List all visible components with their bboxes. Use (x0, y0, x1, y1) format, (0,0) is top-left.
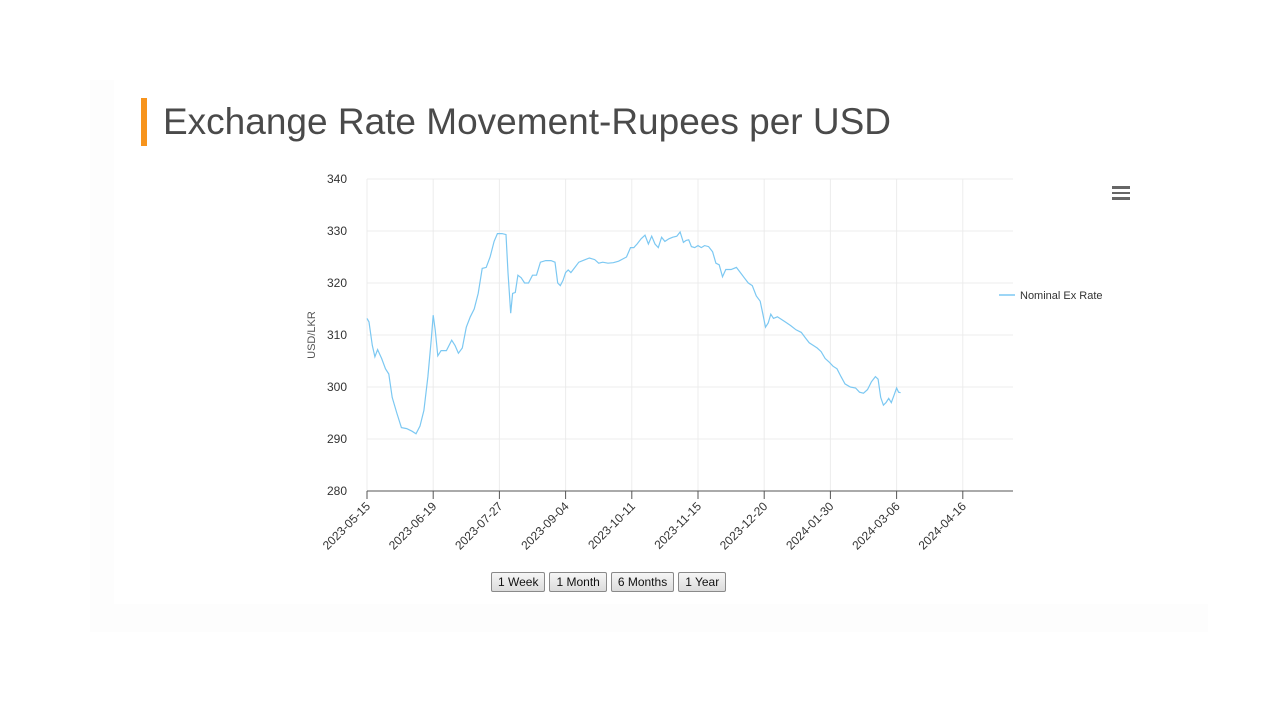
range-button-6-months[interactable]: 6 Months (610, 572, 675, 592)
y-tick-label: 300 (327, 380, 347, 394)
range-selector: 1 Week 1 Month 6 Months 1 Year (491, 572, 727, 592)
x-tick-label: 2023-06-19 (386, 499, 440, 553)
title-accent-bar (141, 98, 147, 146)
x-tick-label: 2023-07-27 (452, 499, 506, 553)
range-button-1-year[interactable]: 1 Year (678, 572, 727, 592)
x-tick-label: 2023-09-04 (518, 499, 572, 553)
page-title: Exchange Rate Movement-Rupees per USD (163, 101, 892, 142)
y-tick-label: 320 (327, 276, 347, 290)
legend-label[interactable]: Nominal Ex Rate (1020, 290, 1103, 302)
x-tick-label: 2023-05-15 (320, 499, 374, 553)
x-tick-label: 2023-10-11 (585, 499, 638, 552)
y-tick-label: 340 (327, 172, 347, 186)
chart-series (366, 230, 901, 435)
x-tick-label: 2023-12-20 (717, 499, 771, 553)
chart-legend[interactable]: Nominal Ex Rate (999, 290, 1103, 302)
series-line-nominal-ex-rate[interactable] (366, 230, 901, 435)
chart-menu-icon[interactable] (1112, 186, 1130, 202)
chart-grid (366, 178, 1013, 491)
content-panel-inner (114, 80, 1208, 604)
range-button-1-week[interactable]: 1 Week (491, 572, 546, 592)
x-tick-label: 2024-01-30 (783, 499, 837, 553)
range-button-1-month[interactable]: 1 Month (549, 572, 607, 592)
y-tick-label: 290 (327, 432, 347, 446)
y-tick-label: 280 (327, 484, 347, 498)
y-tick-label: 330 (327, 224, 347, 238)
y-tick-label: 310 (327, 328, 347, 342)
x-tick-label: 2024-03-06 (849, 499, 903, 553)
y-axis-ticks: 280 290 300 310 320 330 340 (327, 172, 347, 498)
x-tick-label: 2023-11-15 (651, 499, 704, 552)
x-axis-ticks: 2023-05-15 2023-06-19 2023-07-27 2023-09-04… (320, 491, 969, 553)
y-axis-label: USD/LKR (306, 311, 318, 359)
x-tick-label: 2024-04-16 (916, 499, 970, 553)
